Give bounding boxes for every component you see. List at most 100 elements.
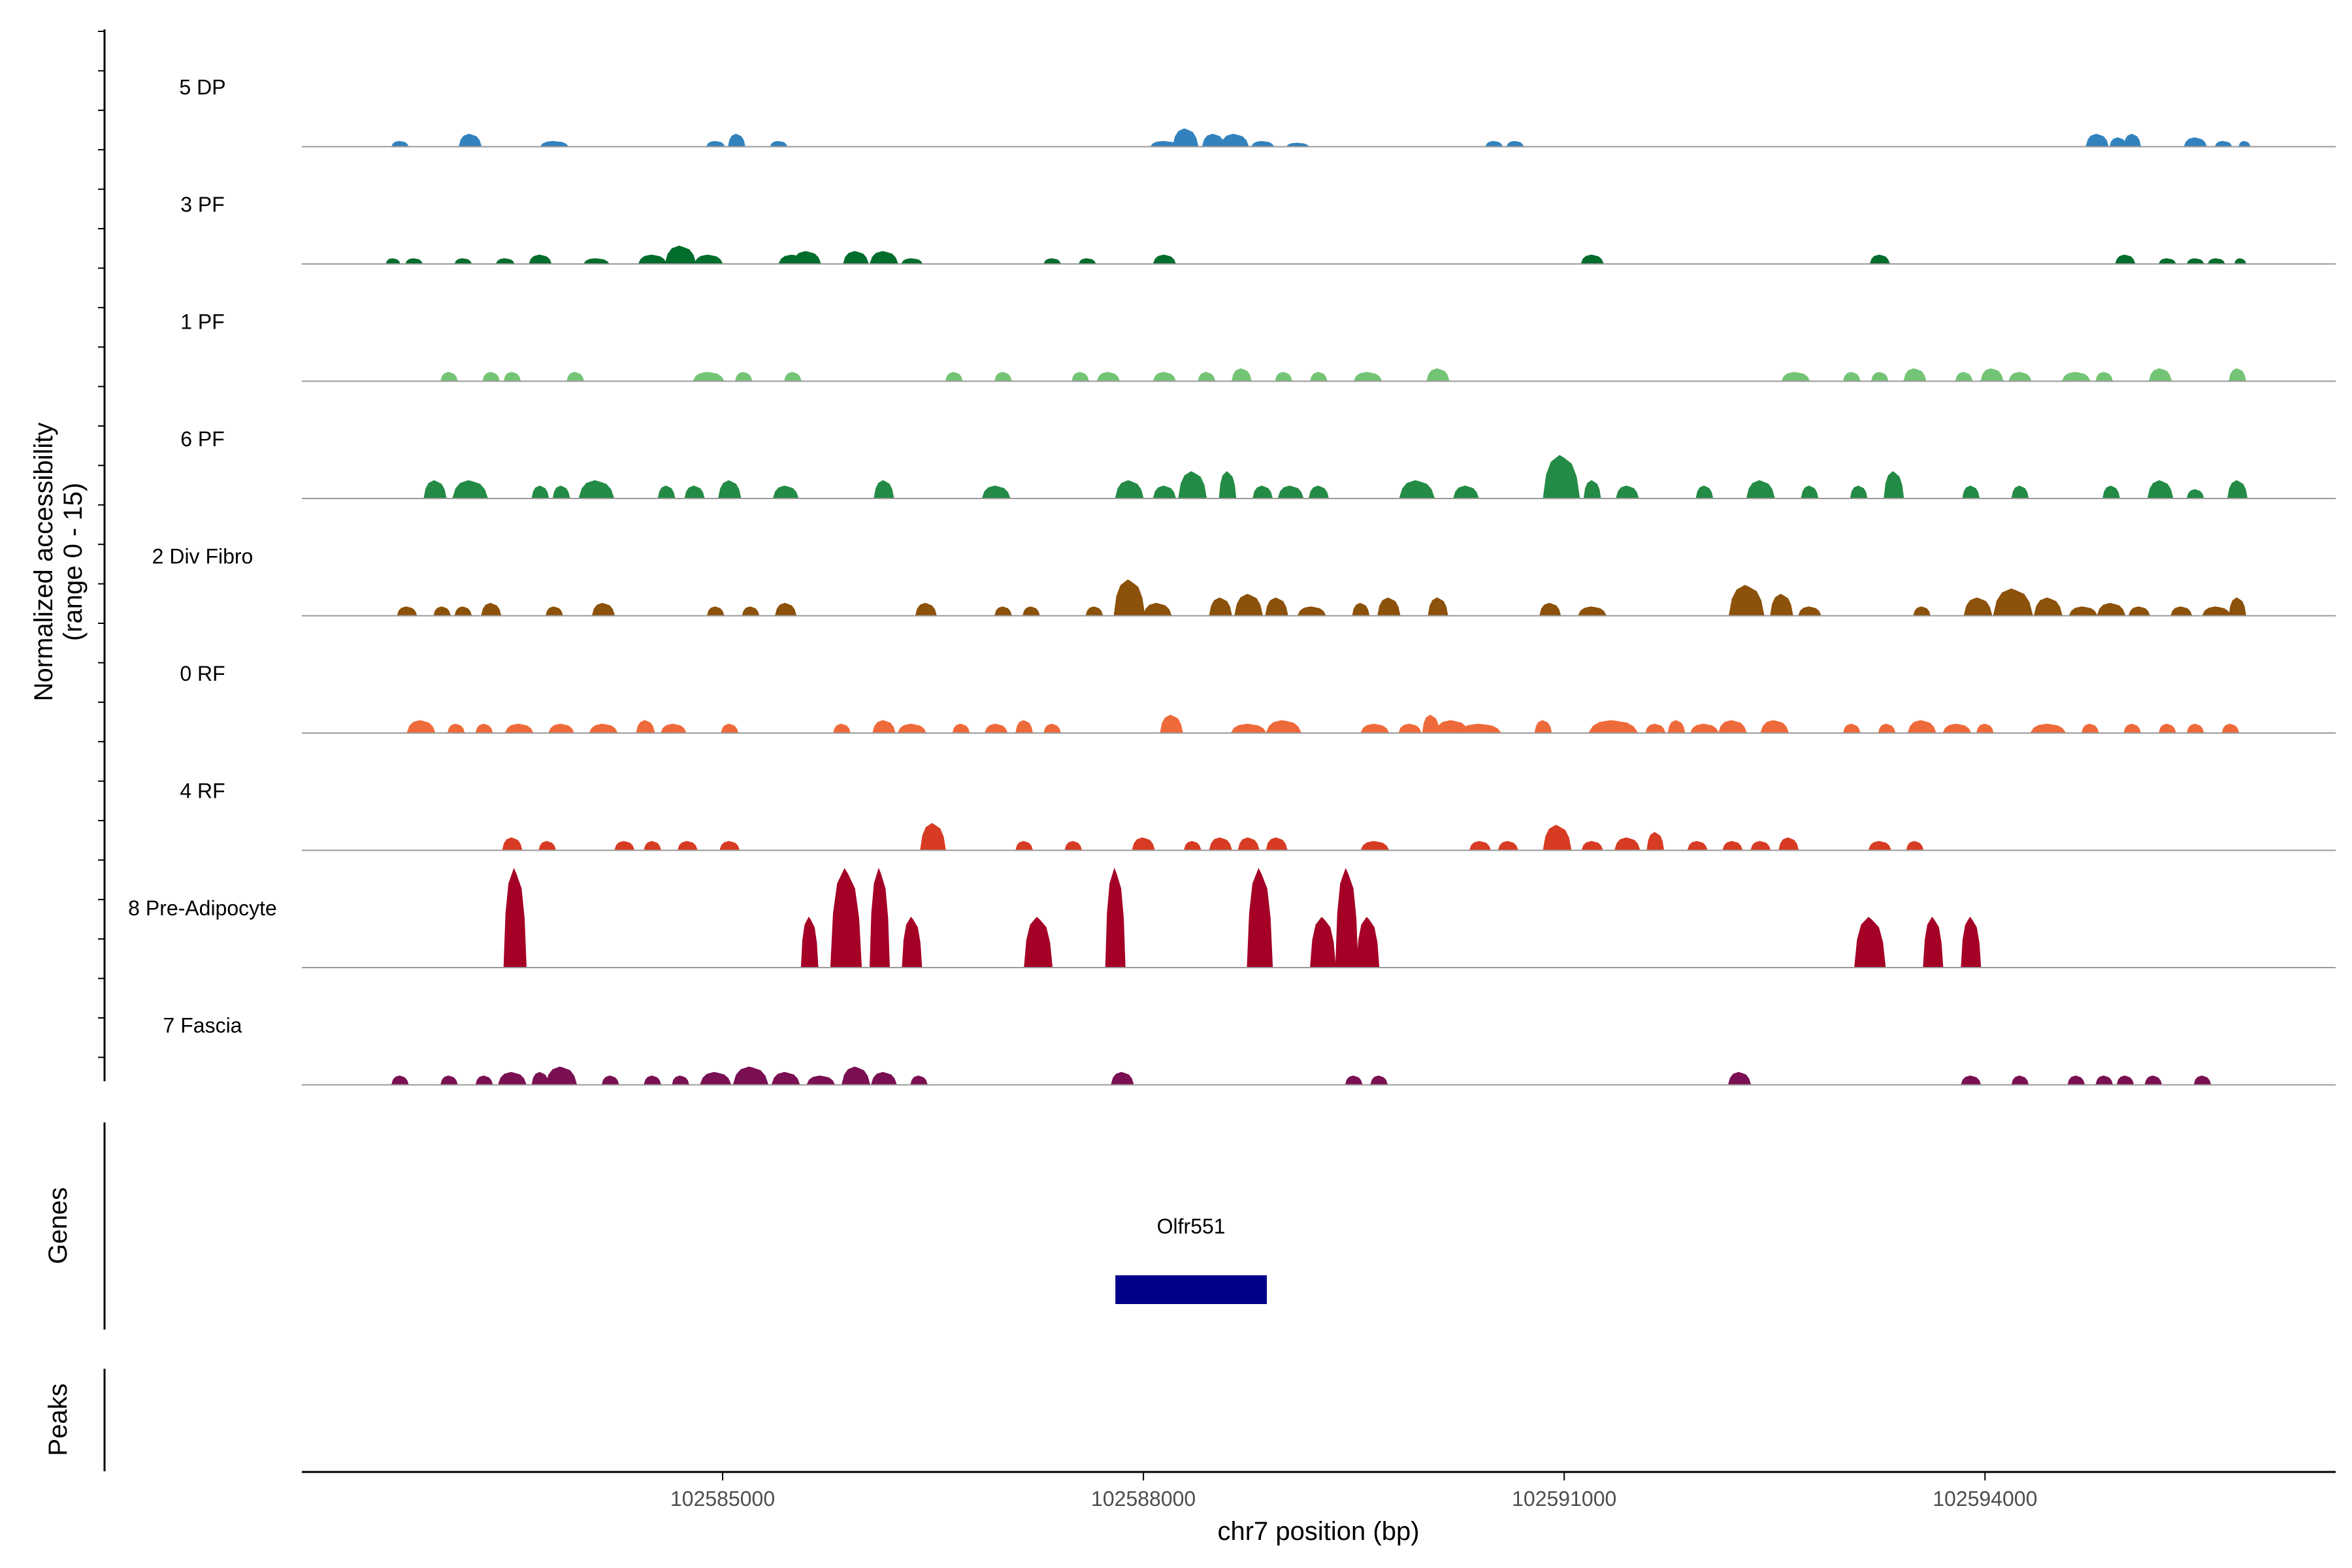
coverage-peak <box>1842 723 1861 734</box>
coverage-peak <box>672 1075 690 1085</box>
coverage-peak <box>2095 372 2114 382</box>
coverage-peak <box>2102 485 2121 499</box>
coverage-peak <box>397 606 417 616</box>
coverage-peak <box>2183 137 2208 147</box>
coverage-peak <box>2011 1075 2029 1085</box>
coverage-peak <box>1237 837 1260 851</box>
coverage-peak <box>1078 258 1096 265</box>
track-5: 0 RF <box>180 662 2336 734</box>
x-axis-ticks: 102585000 102588000 102591000 102594000 <box>670 1472 2037 1511</box>
coverage-peak <box>1398 723 1422 734</box>
coverage-peak <box>1923 917 1944 968</box>
track-3: 6 PF <box>180 427 2336 499</box>
coverage-peak <box>2081 723 2099 734</box>
coverage-peak <box>1644 723 1666 734</box>
coverage-peak <box>684 485 705 499</box>
coverage-peak <box>1015 720 1034 734</box>
coverage-peak <box>1399 480 1435 499</box>
coverage-peak <box>552 485 570 499</box>
coverage-peak <box>920 823 946 851</box>
coverage-peak <box>1750 841 1771 851</box>
coverage-peak <box>1152 485 1177 499</box>
coverage-peak <box>2229 368 2247 382</box>
coverage-peak <box>475 723 493 734</box>
track-0: 5 DP <box>179 76 2336 148</box>
coverage-peak <box>1903 368 1927 382</box>
coverage-peak <box>475 1075 493 1085</box>
coverage-peak <box>1096 372 1120 382</box>
coverage-peak <box>1955 372 1973 382</box>
track-8: 7 Fascia <box>163 1014 2336 1086</box>
coverage-peak <box>772 485 799 499</box>
genes-track: Olfr551 <box>1115 1215 1267 1304</box>
coverage-peak <box>583 258 610 265</box>
coverage-peak <box>1993 588 2033 616</box>
coverage-peak <box>1105 868 1126 968</box>
coverage-peak <box>2115 254 2136 265</box>
coverage-peak <box>1064 841 1083 851</box>
coverage-peak <box>1015 841 1034 851</box>
coverage-peak <box>1132 837 1155 851</box>
coverage-peak <box>870 1071 898 1085</box>
coverage-peak <box>1746 480 1775 499</box>
coverage-peak <box>694 254 723 265</box>
coverage-peak <box>1718 720 1748 734</box>
coverage-peak <box>1615 485 1639 499</box>
coverage-peak <box>1963 597 1993 616</box>
coverage-peak <box>1869 254 1891 265</box>
coverage-peak <box>1178 471 1207 499</box>
y-axis-title: Normalized accessibility <box>29 423 58 702</box>
coverage-peak <box>1360 723 1390 734</box>
coverage-peak <box>2123 133 2142 147</box>
coverage-peak <box>1539 602 1561 616</box>
coverage-peak <box>1198 372 1216 382</box>
coverage-peak <box>1111 1071 1134 1085</box>
coverage-peak <box>591 602 615 616</box>
peaks-panel-label: Peaks <box>44 1383 73 1456</box>
coverage-peak <box>529 254 552 265</box>
coverage-peak <box>2227 480 2248 499</box>
coverage-peak <box>2068 606 2098 616</box>
coverage-peak <box>1543 455 1580 499</box>
coverage-peak <box>2158 258 2177 265</box>
coverage-peak <box>771 1071 800 1085</box>
coverage-peak <box>644 841 662 851</box>
coverage-peak <box>1266 837 1288 851</box>
coverage-peak <box>1961 1075 1982 1085</box>
coverage-peak <box>1534 720 1552 734</box>
coverage-peak <box>1370 1075 1388 1085</box>
coverage-peak <box>385 258 401 265</box>
coverage-peak <box>1356 917 1380 968</box>
coverage-peak <box>693 372 725 382</box>
coverage-peak <box>1265 597 1288 616</box>
coverage-peak <box>458 133 482 147</box>
coverage-peak <box>874 480 894 499</box>
coverage-peak <box>657 485 676 499</box>
coverage-peak <box>423 480 447 499</box>
coverage-peak <box>391 1075 409 1085</box>
coverage-peak <box>660 723 687 734</box>
coverage-peak <box>1913 606 1931 616</box>
gene-body <box>1115 1275 1267 1304</box>
coverage-peak <box>677 841 698 851</box>
coverage-peak <box>503 868 527 968</box>
coverage-peak <box>2186 723 2204 734</box>
coverage-peak <box>1577 606 1607 616</box>
coverage-peak <box>545 1066 578 1085</box>
track-label: 6 PF <box>180 427 225 451</box>
coverage-peak <box>2170 606 2193 616</box>
coverage-peak <box>2234 258 2247 265</box>
coverage-peak <box>2229 597 2247 616</box>
coverage-peak <box>405 258 423 265</box>
coverage-peak <box>872 720 896 734</box>
coverage-peak <box>1695 485 1714 499</box>
coverage-peak <box>504 723 534 734</box>
coverage-peak <box>915 602 938 616</box>
coverage-peak <box>1297 606 1327 616</box>
coverage-peak <box>578 480 615 499</box>
coverage-peak <box>830 868 862 968</box>
coverage-peak <box>1277 485 1304 499</box>
coverage-peak <box>1907 720 1936 734</box>
